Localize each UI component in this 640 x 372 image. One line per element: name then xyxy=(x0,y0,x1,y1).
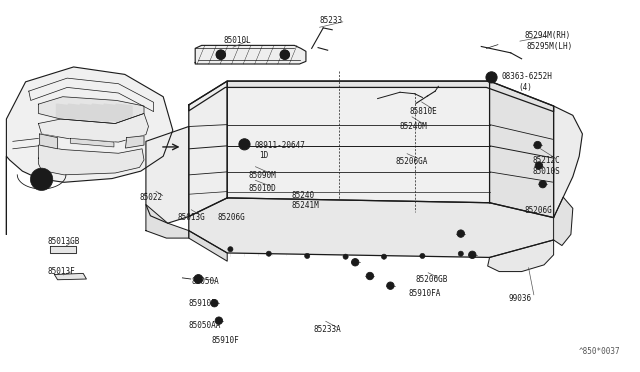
Text: 85233: 85233 xyxy=(320,16,343,25)
Circle shape xyxy=(280,50,289,59)
Polygon shape xyxy=(56,104,72,122)
Text: 85206G: 85206G xyxy=(218,213,245,222)
Circle shape xyxy=(194,275,203,283)
Circle shape xyxy=(534,141,541,149)
Text: 85050AA: 85050AA xyxy=(189,321,221,330)
Circle shape xyxy=(35,173,48,186)
Circle shape xyxy=(343,254,348,259)
Polygon shape xyxy=(554,197,573,246)
Polygon shape xyxy=(195,45,306,64)
Circle shape xyxy=(387,282,394,289)
Polygon shape xyxy=(38,97,144,124)
Polygon shape xyxy=(490,81,554,218)
Text: 85233A: 85233A xyxy=(314,325,341,334)
Circle shape xyxy=(266,251,271,256)
Circle shape xyxy=(535,162,543,169)
Polygon shape xyxy=(54,273,86,280)
Circle shape xyxy=(381,254,387,259)
Polygon shape xyxy=(189,81,554,112)
Text: 1D: 1D xyxy=(259,151,268,160)
Circle shape xyxy=(31,168,52,190)
Text: N: N xyxy=(241,140,248,149)
Polygon shape xyxy=(189,81,227,217)
Circle shape xyxy=(468,251,476,259)
Text: 85090M: 85090M xyxy=(248,171,276,180)
Circle shape xyxy=(366,272,374,280)
Circle shape xyxy=(211,299,218,307)
Polygon shape xyxy=(38,113,148,142)
Circle shape xyxy=(351,259,359,266)
Text: 99036: 99036 xyxy=(509,294,532,303)
Text: 85010S: 85010S xyxy=(532,167,560,176)
Text: 85022: 85022 xyxy=(140,193,163,202)
Text: ^850*0037: ^850*0037 xyxy=(579,347,621,356)
Circle shape xyxy=(458,251,463,256)
Text: 85050A: 85050A xyxy=(192,278,220,286)
Circle shape xyxy=(539,180,547,188)
Text: 85241M: 85241M xyxy=(291,201,319,210)
Text: 85240: 85240 xyxy=(291,191,314,200)
Circle shape xyxy=(216,50,226,60)
Polygon shape xyxy=(92,104,108,122)
Polygon shape xyxy=(80,104,96,122)
Circle shape xyxy=(486,72,497,83)
Circle shape xyxy=(239,139,250,150)
Circle shape xyxy=(216,50,225,59)
Circle shape xyxy=(457,230,465,237)
Text: 85910F: 85910F xyxy=(189,299,216,308)
Text: 85910F: 85910F xyxy=(211,336,239,345)
Polygon shape xyxy=(50,246,76,253)
Text: 85240M: 85240M xyxy=(400,122,428,131)
Text: (4): (4) xyxy=(518,83,532,92)
Text: 85013GB: 85013GB xyxy=(48,237,81,246)
Text: 85013G: 85013G xyxy=(177,213,205,222)
Text: 85010L: 85010L xyxy=(224,36,252,45)
Text: 85206G: 85206G xyxy=(525,206,552,215)
Polygon shape xyxy=(488,240,554,272)
Polygon shape xyxy=(189,198,554,257)
Text: 85295M(LH): 85295M(LH) xyxy=(526,42,572,51)
Polygon shape xyxy=(38,145,144,175)
Polygon shape xyxy=(104,104,120,122)
Polygon shape xyxy=(125,136,144,148)
Polygon shape xyxy=(116,104,132,122)
Text: 85206GB: 85206GB xyxy=(416,275,449,284)
Polygon shape xyxy=(146,126,189,223)
Text: 08363-6252H: 08363-6252H xyxy=(501,72,552,81)
Circle shape xyxy=(305,253,310,259)
Circle shape xyxy=(228,247,233,252)
Circle shape xyxy=(280,50,290,60)
Text: 85810E: 85810E xyxy=(410,107,437,116)
Polygon shape xyxy=(6,67,173,234)
Polygon shape xyxy=(189,231,227,261)
Polygon shape xyxy=(146,205,189,238)
Circle shape xyxy=(215,317,223,324)
Circle shape xyxy=(420,253,425,259)
Polygon shape xyxy=(227,81,490,203)
Polygon shape xyxy=(68,104,84,122)
Text: 85010D: 85010D xyxy=(248,184,276,193)
Text: 85013F: 85013F xyxy=(48,267,76,276)
Polygon shape xyxy=(40,134,58,149)
Text: 85294M(RH): 85294M(RH) xyxy=(525,31,571,40)
Text: 85206GA: 85206GA xyxy=(396,157,428,166)
Text: 08911-20647: 08911-20647 xyxy=(254,141,305,150)
Text: 85212C: 85212C xyxy=(532,156,560,165)
Polygon shape xyxy=(70,138,114,147)
Polygon shape xyxy=(554,106,582,218)
Text: S: S xyxy=(489,73,494,82)
Text: 85910FA: 85910FA xyxy=(408,289,441,298)
